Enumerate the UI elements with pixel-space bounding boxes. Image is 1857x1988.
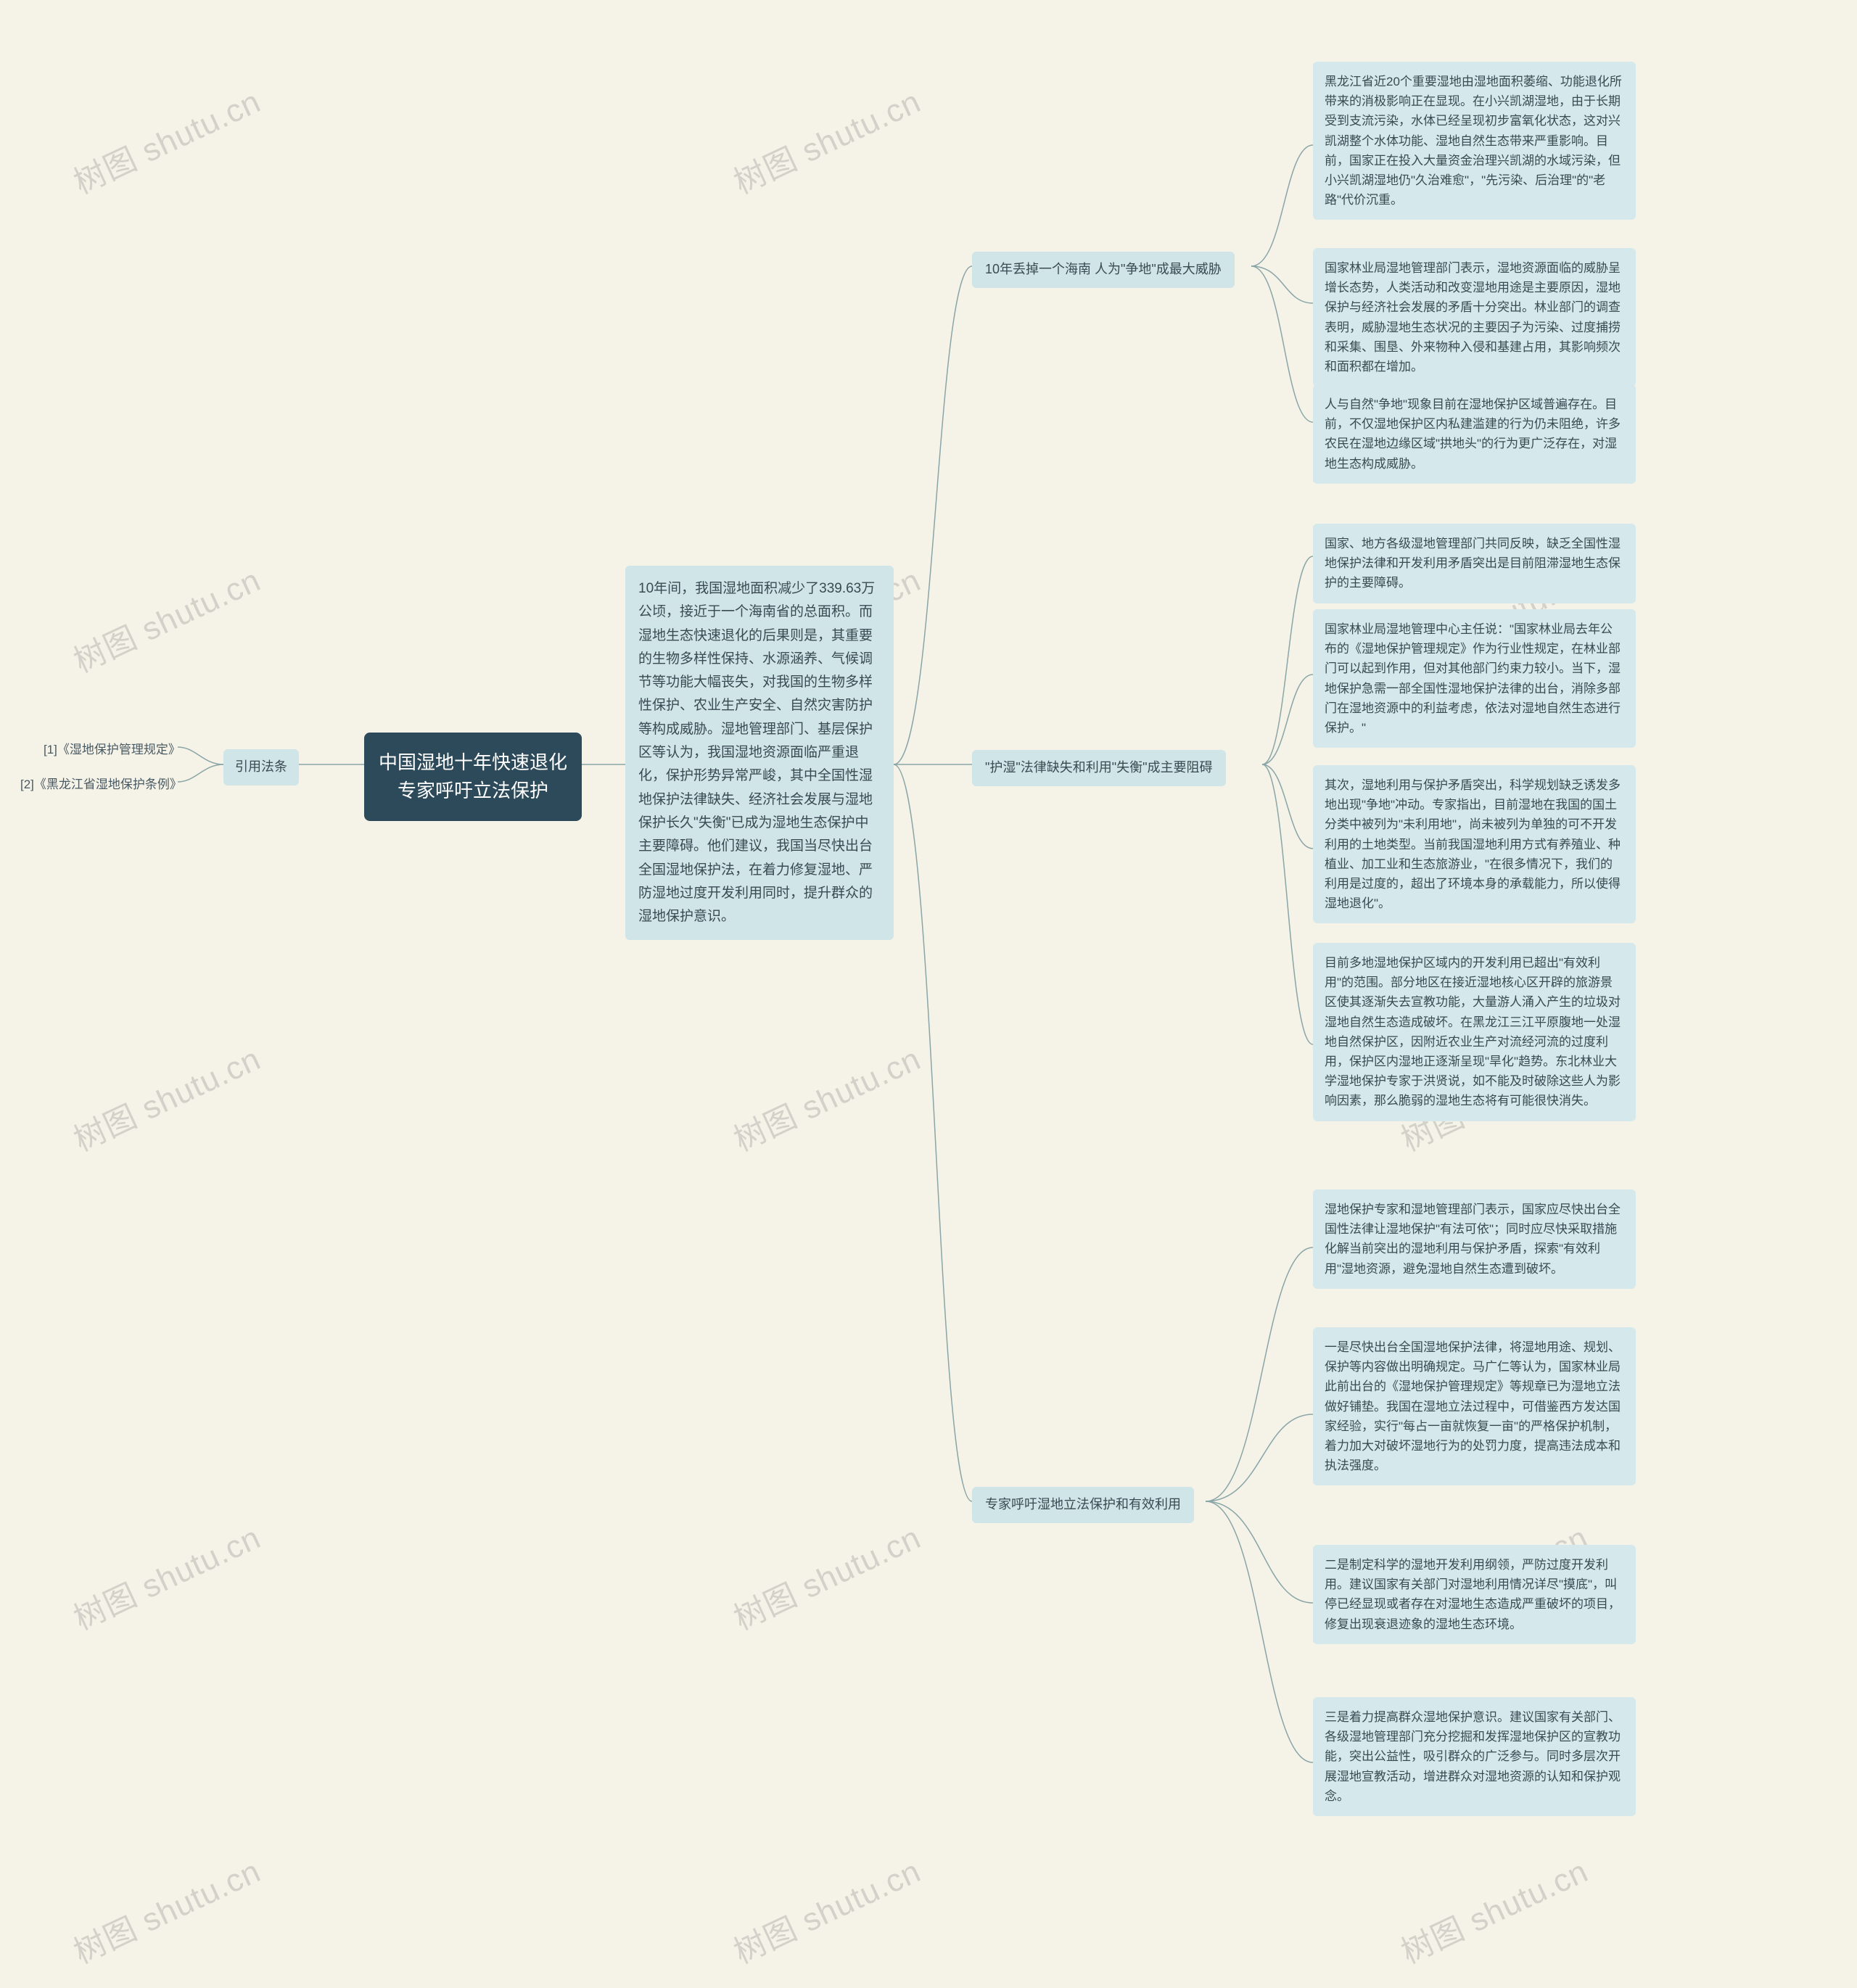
watermark: 树图 shutu.cn — [1392, 1845, 1594, 1972]
leaf-node[interactable]: 人与自然"争地"现象目前在湿地保护区域普遍存在。目前，不仅湿地保护区内私建滥建的… — [1313, 384, 1636, 484]
branch-label-law[interactable]: "护湿"法律缺失和利用"失衡"成主要阻碍 — [972, 750, 1226, 786]
watermark: 树图 shutu.cn — [65, 1845, 267, 1972]
leaf-node[interactable]: 二是制定科学的湿地开发利用纲领，严防过度开发利用。建议国家有关部门对湿地利用情况… — [1313, 1545, 1636, 1644]
leaf-node[interactable]: 其次，湿地利用与保护矛盾突出，科学规划缺乏诱发多地出现"争地"冲动。专家指出，目… — [1313, 765, 1636, 923]
watermark: 树图 shutu.cn — [65, 75, 267, 202]
references-branch[interactable]: 引用法条 — [223, 749, 299, 785]
watermark: 树图 shutu.cn — [725, 1033, 927, 1160]
leaf-node[interactable]: 目前多地湿地保护区域内的开发利用已超出"有效利用"的范围。部分地区在接近湿地核心… — [1313, 943, 1636, 1121]
leaf-node[interactable]: 湿地保护专家和湿地管理部门表示，国家应尽快出台全国性法律让湿地保护"有法可依"；… — [1313, 1189, 1636, 1289]
watermark: 树图 shutu.cn — [725, 1845, 927, 1972]
watermark: 树图 shutu.cn — [65, 1033, 267, 1160]
reference-item[interactable]: [2]《黑龙江省湿地保护条例》 — [12, 770, 191, 799]
reference-item[interactable]: [1]《湿地保护管理规定》 — [35, 735, 189, 764]
branch-label-threat[interactable]: 10年丢掉一个海南 人为"争地"成最大威胁 — [972, 252, 1235, 288]
leaf-node[interactable]: 国家林业局湿地管理部门表示，湿地资源面临的威胁呈增长态势，人类活动和改变湿地用途… — [1313, 248, 1636, 387]
branch-label-expert[interactable]: 专家呼吁湿地立法保护和有效利用 — [972, 1487, 1194, 1523]
intro-node[interactable]: 10年间，我国湿地面积减少了339.63万公顷，接近于一个海南省的总面积。而湿地… — [625, 566, 894, 940]
mindmap-root[interactable]: 中国湿地十年快速退化 专家呼吁立法保护 — [364, 733, 582, 821]
leaf-node[interactable]: 三是着力提高群众湿地保护意识。建议国家有关部门、各级湿地管理部门充分挖掘和发挥湿… — [1313, 1697, 1636, 1816]
leaf-node[interactable]: 国家、地方各级湿地管理部门共同反映，缺乏全国性湿地保护法律和开发利用矛盾突出是目… — [1313, 524, 1636, 603]
watermark: 树图 shutu.cn — [65, 1511, 267, 1638]
leaf-node[interactable]: 国家林业局湿地管理中心主任说："国家林业局去年公布的《湿地保护管理规定》作为行业… — [1313, 609, 1636, 748]
watermark: 树图 shutu.cn — [725, 1511, 927, 1638]
leaf-node[interactable]: 黑龙江省近20个重要湿地由湿地面积萎缩、功能退化所带来的消极影响正在显现。在小兴… — [1313, 62, 1636, 220]
watermark: 树图 shutu.cn — [65, 554, 267, 681]
leaf-node[interactable]: 一是尽快出台全国湿地保护法律，将湿地用途、规划、保护等内容做出明确规定。马广仁等… — [1313, 1327, 1636, 1485]
watermark: 树图 shutu.cn — [725, 75, 927, 202]
